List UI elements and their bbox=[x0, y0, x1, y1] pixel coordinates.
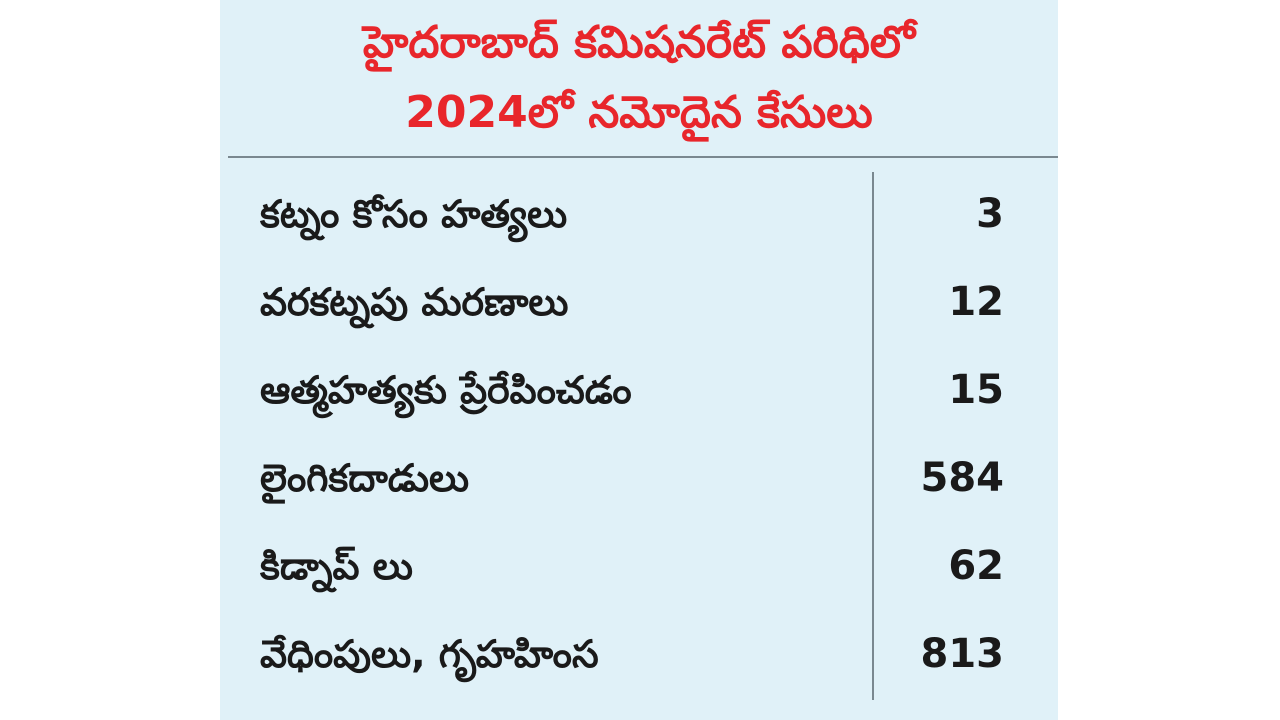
row-label: వేధింపులు, గృహహింస bbox=[260, 632, 599, 676]
row-label: కట్నం కోసం హత్యలు bbox=[260, 192, 568, 236]
row-value: 15 bbox=[948, 367, 1004, 413]
row-value: 584 bbox=[920, 455, 1005, 501]
table-row: కట్నం కోసం హత్యలు 3 bbox=[220, 170, 1058, 258]
column-divider bbox=[872, 172, 874, 700]
row-label: లైంగికదాడులు bbox=[260, 456, 470, 500]
row-value: 62 bbox=[948, 543, 1004, 589]
row-value: 813 bbox=[920, 631, 1005, 677]
row-label: వరకట్నపు మరణాలు bbox=[260, 280, 569, 324]
table-row: లైంగికదాడులు 584 bbox=[220, 434, 1058, 522]
row-label: కిడ్నాప్ లు bbox=[260, 544, 413, 588]
table-row: కిడ్నాప్ లు 62 bbox=[220, 522, 1058, 610]
row-label: ఆత్మహత్యకు ప్రేరేపించడం bbox=[260, 368, 632, 412]
row-value: 12 bbox=[948, 279, 1004, 325]
table-row: వరకట్నపు మరణాలు 12 bbox=[220, 258, 1058, 346]
title-line-1: హైదరాబాద్ కమిషనరేట్ పరిధిలో bbox=[362, 17, 916, 68]
infographic-panel: హైదరాబాద్ కమిషనరేట్ పరిధిలో 2024లో నమోదై… bbox=[220, 0, 1058, 720]
table-row: వేధింపులు, గృహహింస 813 bbox=[220, 610, 1058, 698]
table-row: ఆత్మహత్యకు ప్రేరేపించడం 15 bbox=[220, 346, 1058, 434]
chart-title: హైదరాబాద్ కమిషనరేట్ పరిధిలో 2024లో నమోదై… bbox=[220, 8, 1058, 148]
row-value: 3 bbox=[976, 191, 1004, 237]
title-line-2: 2024లో నమోదైన కేసులు bbox=[405, 87, 873, 138]
title-divider bbox=[228, 156, 1058, 158]
